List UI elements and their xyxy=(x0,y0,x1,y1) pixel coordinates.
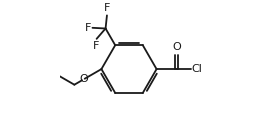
Text: O: O xyxy=(172,42,181,52)
Text: F: F xyxy=(85,23,91,33)
Text: O: O xyxy=(80,74,88,84)
Text: Cl: Cl xyxy=(192,64,203,74)
Text: F: F xyxy=(104,3,110,13)
Text: F: F xyxy=(93,41,99,51)
